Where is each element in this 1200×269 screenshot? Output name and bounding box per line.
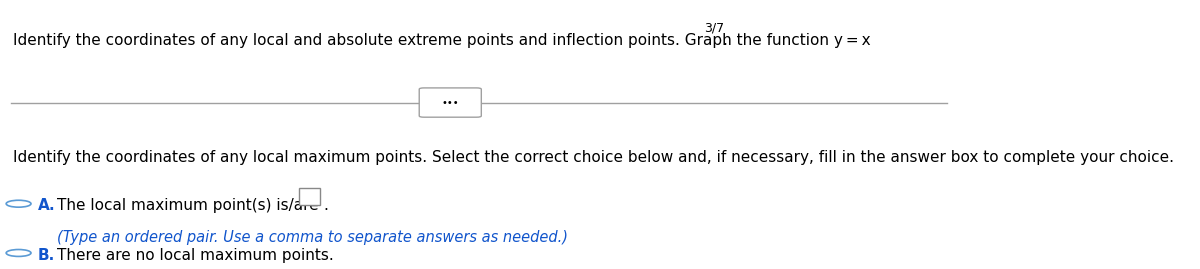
Text: Identify the coordinates of any local and absolute extreme points and inflection: Identify the coordinates of any local an… — [13, 33, 870, 48]
Text: .: . — [323, 199, 328, 213]
Text: •••: ••• — [442, 98, 460, 108]
Text: There are no local maximum points.: There are no local maximum points. — [56, 248, 334, 263]
Text: A.: A. — [37, 199, 55, 213]
Text: B.: B. — [37, 248, 55, 263]
Text: The local maximum point(s) is/are: The local maximum point(s) is/are — [56, 199, 318, 213]
Text: Identify the coordinates of any local maximum points. Select the correct choice : Identify the coordinates of any local ma… — [13, 150, 1174, 165]
FancyBboxPatch shape — [419, 88, 481, 117]
Text: 3/7: 3/7 — [704, 21, 725, 34]
FancyBboxPatch shape — [299, 188, 320, 205]
Text: .: . — [722, 33, 727, 48]
Text: (Type an ordered pair. Use a comma to separate answers as needed.): (Type an ordered pair. Use a comma to se… — [56, 230, 568, 245]
